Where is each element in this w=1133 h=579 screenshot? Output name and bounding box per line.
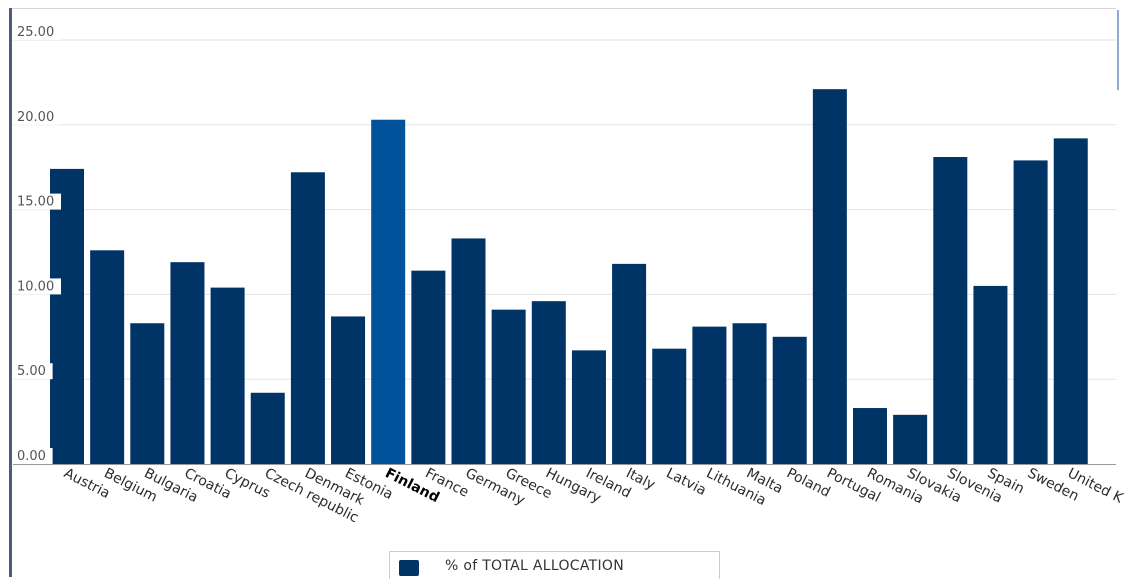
bar-austria[interactable] [50,168,84,464]
bar-cyprus[interactable] [210,287,245,464]
x-axis-labels: AustriaBelgiumBulgariaCroatiaCyprusCzech… [61,465,1126,526]
y-tick-label-background [15,24,61,40]
bar-spain[interactable] [973,285,1008,464]
y-tick-label: 20.00 [17,110,54,125]
bar-malta[interactable] [732,323,767,464]
y-tick-label-background [15,278,61,295]
bar-lithuania[interactable] [692,326,727,464]
y-tick-label: 25.00 [17,25,54,40]
y-tick-label: 0.00 [17,449,46,464]
x-tick-label: Latvia [663,465,708,499]
x-tick-label: Poland [784,465,833,500]
bar-france[interactable] [411,270,446,464]
y-tick-label: 15.00 [17,195,54,210]
bar-sweden[interactable] [1013,160,1048,464]
bar-finland[interactable] [371,119,406,464]
bar-latvia[interactable] [652,348,687,464]
bar-slovenia[interactable] [933,157,968,465]
bar-hungary[interactable] [531,301,566,464]
bar-italy[interactable] [612,263,647,464]
bar-slovakia[interactable] [893,414,928,464]
legend-swatch [399,560,419,576]
bar-portugal[interactable] [812,89,847,465]
bar-denmark[interactable] [290,172,325,464]
bar-estonia[interactable] [331,316,366,464]
y-tick-label-background [15,363,53,380]
bar-germany[interactable] [451,238,486,464]
bar-romania[interactable] [853,408,887,464]
y-axis-ticks: 0.00 5.00 10.00 15.00 20.00 25.00 [15,24,61,464]
bar-greece[interactable] [491,309,526,464]
y-tick-label-background [15,193,61,210]
bar-belgium[interactable] [90,250,125,464]
legend-label: % of TOTAL ALLOCATION [445,558,624,574]
legend[interactable]: % of TOTAL ALLOCATION [389,551,720,579]
y-tick-label: 5.00 [17,364,46,379]
bar-ireland[interactable] [571,350,606,464]
bar-czech-republic[interactable] [250,392,285,464]
y-tick-label: 10.00 [17,279,54,294]
bar-croatia[interactable] [170,262,205,464]
scrollbar-indicator[interactable] [1117,10,1119,90]
y-tick-label-background [15,108,61,125]
bars [50,89,1088,465]
bar-united-k[interactable] [1053,138,1088,465]
y-tick-label-background [15,448,53,464]
bar-bulgaria[interactable] [130,323,165,464]
chart-frame-top-border [9,8,1116,9]
bar-poland[interactable] [772,336,807,464]
chart-frame-left-border [9,8,12,577]
